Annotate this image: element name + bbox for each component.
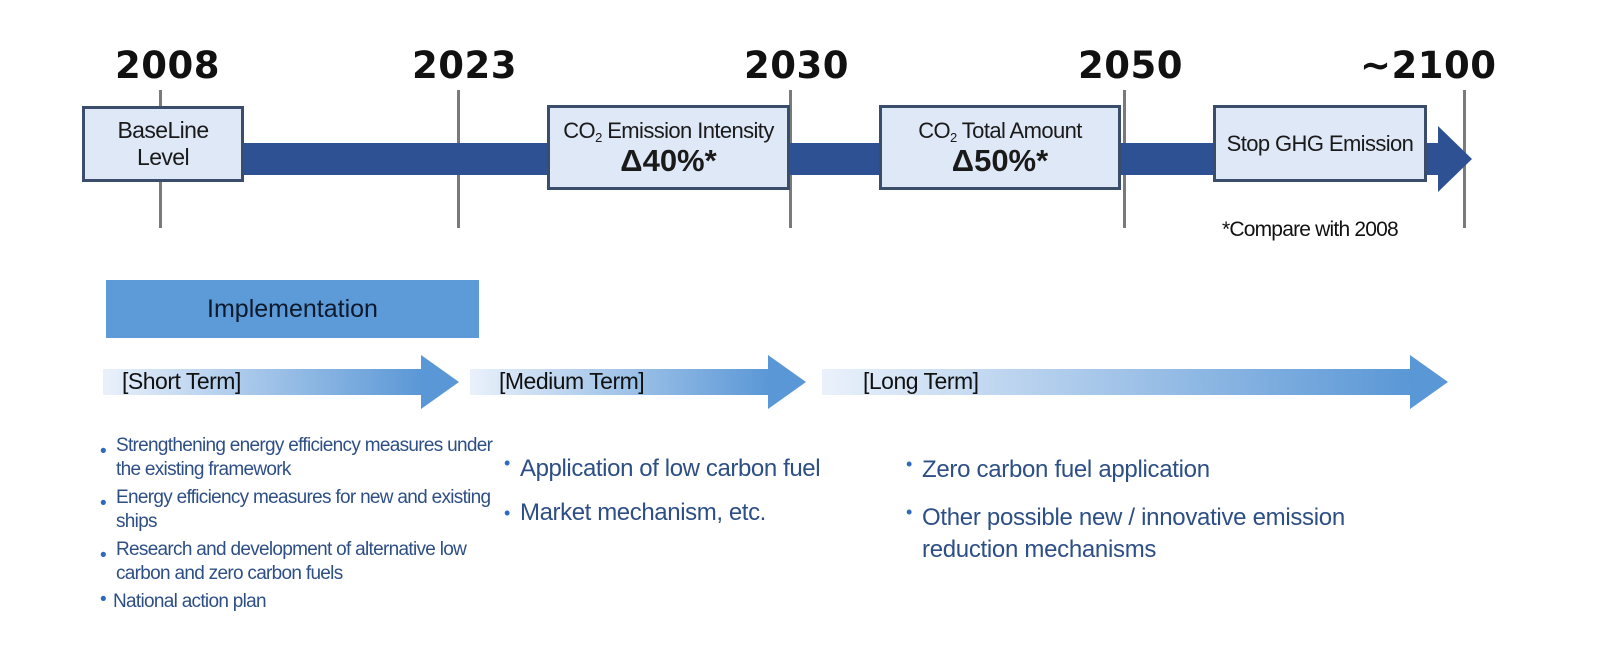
implementation-label: Implementation [207,294,378,323]
list-item: • Energy efficiency measures for new and … [100,487,491,532]
short-term-arrow-shaft [103,369,423,395]
implementation-bar: Implementation [106,280,479,338]
medium-term-arrow-shaft [470,369,770,395]
medium-term-list: • Application of low carbon fuel • Market … [504,453,900,542]
list-item: • Other possible new / innovative emissio… [906,502,1345,563]
long-term-arrow [822,355,1448,409]
long-term-arrow-shaft [822,369,1412,395]
year-2100: ~2100 [1360,44,1497,87]
comparison-note: *Compare with 2008 [1222,218,1399,241]
emission-intensity-value: Δ40%* [620,143,717,178]
list-item: • Zero carbon fuel application [906,454,1210,483]
baseline-line2: Level [137,144,190,170]
long-term-arrow-head [1410,355,1448,409]
total-amount-box: CO2 Total Amount Δ50%* [879,105,1121,190]
stop-ghg-label: Stop GHG Emission [1226,131,1414,156]
baseline-line1: BaseLine [117,117,209,143]
list-item: • Research and development of alternative… [100,539,467,584]
total-amount-value: Δ50%* [951,143,1049,178]
short-term-label: [Short Term] [122,368,241,394]
medium-term-label: [Medium Term] [499,368,645,394]
year-2023: 2023 [412,44,517,87]
emission-intensity-label: CO2 Emission Intensity [563,118,774,145]
timeline-arrowhead [1438,126,1472,192]
year-2008: 2008 [115,44,220,87]
baseline-box: BaseLine Level [82,106,244,182]
stop-ghg-box: Stop GHG Emission [1213,105,1427,182]
total-amount-label: CO2 Total Amount [918,118,1082,145]
list-item: • Application of low carbon fuel [504,453,821,482]
medium-term-arrow [470,355,806,409]
medium-term-arrow-head [768,355,806,409]
year-2030: 2030 [744,44,849,87]
long-term-label: [Long Term] [863,368,979,394]
list-item: • Strengthening energy efficiency measure… [100,435,493,480]
short-term-arrow-head [421,355,459,409]
short-term-list: • Strengthening energy efficiency measure… [100,434,516,618]
short-term-arrow [103,355,459,409]
year-2050: 2050 [1078,44,1183,87]
emission-intensity-box: CO2 Emission Intensity Δ40%* [547,105,790,190]
list-item: • Market mechanism, etc. [504,499,766,526]
list-item: • National action plan [100,589,267,612]
long-term-list: • Zero carbon fuel application • Other pos… [906,454,1442,582]
